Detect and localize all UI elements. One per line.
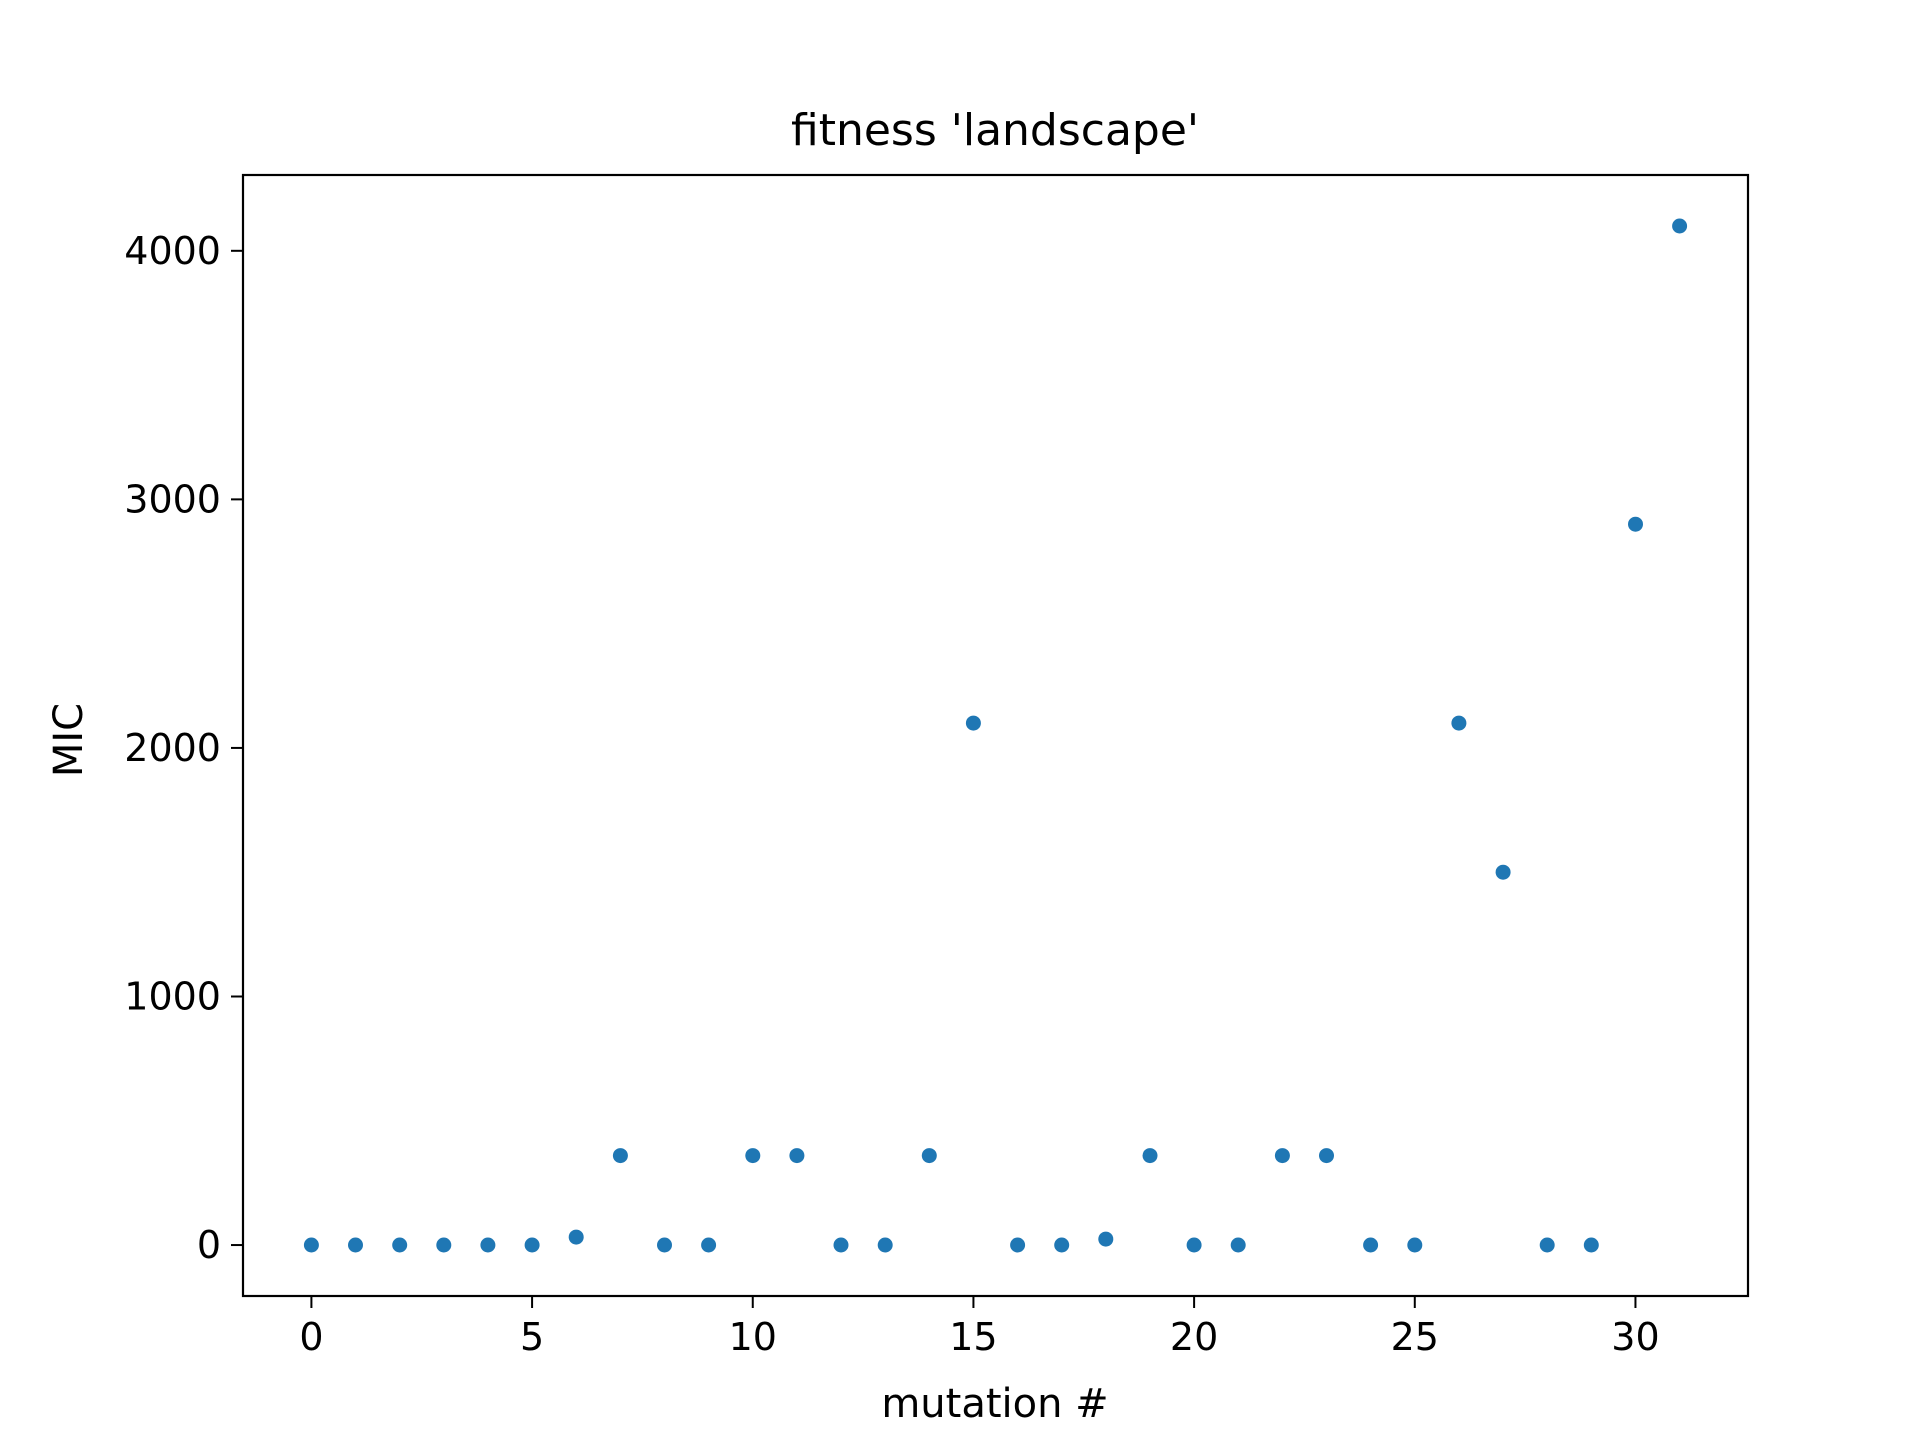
x-axis-ticks: 0 5 10 15 20 25 30 (299, 1296, 1660, 1359)
x-tick-label: 20 (1170, 1315, 1218, 1359)
data-point (877, 1237, 893, 1253)
data-point (612, 1148, 628, 1164)
data-point (789, 1148, 805, 1164)
data-point (833, 1237, 849, 1253)
data-point (745, 1148, 761, 1164)
data-point (1628, 516, 1643, 532)
y-tick-label: 3000 (124, 477, 221, 521)
data-point (1583, 1237, 1599, 1253)
plot-frame (241, 173, 1750, 1298)
x-tick-label: 5 (520, 1315, 544, 1359)
data-point (701, 1237, 717, 1253)
data-point (348, 1237, 363, 1253)
data-point (921, 1148, 937, 1164)
data-point (1407, 1237, 1423, 1253)
data-point (1672, 218, 1688, 234)
y-tick-label: 4000 (124, 229, 221, 273)
x-tick-label: 0 (299, 1315, 323, 1359)
y-tick-label: 2000 (124, 726, 221, 770)
chart-title: fitness 'landscape' (791, 105, 1199, 156)
y-axis-ticks: 0 1000 2000 3000 4000 (124, 229, 243, 1267)
y-tick-label: 0 (197, 1223, 221, 1267)
data-point (1451, 715, 1467, 731)
data-point (392, 1237, 408, 1253)
data-point (965, 715, 981, 731)
data-point (1186, 1237, 1202, 1253)
x-tick-label: 30 (1611, 1315, 1659, 1359)
data-point (1274, 1148, 1290, 1164)
data-point (1495, 864, 1511, 880)
data-point (657, 1237, 672, 1253)
x-tick-label: 25 (1391, 1315, 1439, 1359)
data-point (1142, 1148, 1158, 1164)
data-point (568, 1229, 584, 1245)
data-point (1098, 1231, 1114, 1247)
data-point (436, 1237, 452, 1253)
data-point (303, 1237, 319, 1253)
x-axis-label: mutation # (881, 1381, 1108, 1427)
data-point (524, 1237, 540, 1253)
x-tick-label: 10 (729, 1315, 777, 1359)
x-tick-label: 15 (949, 1315, 997, 1359)
y-tick-label: 1000 (124, 974, 221, 1018)
data-point (1010, 1237, 1026, 1253)
data-point (1539, 1237, 1555, 1253)
data-points (303, 218, 1688, 1253)
data-point (1319, 1148, 1334, 1164)
y-axis-label: MIC (46, 703, 92, 777)
data-point (1230, 1237, 1246, 1253)
data-point (480, 1237, 496, 1253)
data-point (1054, 1237, 1070, 1253)
data-point (1363, 1237, 1379, 1253)
